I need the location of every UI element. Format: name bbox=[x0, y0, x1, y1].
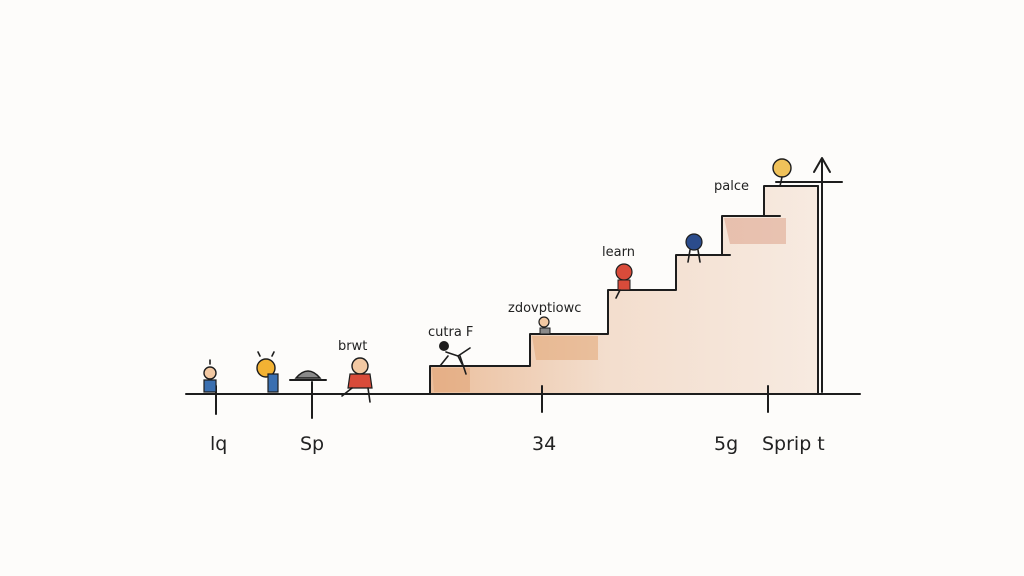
label-step3: learn bbox=[602, 245, 635, 260]
figure-red-sitting bbox=[341, 357, 373, 403]
staircase-shadow-step0 bbox=[432, 368, 470, 392]
vertical-arrow-head bbox=[813, 157, 831, 173]
tick-label-2: Sp bbox=[300, 433, 324, 455]
figure-yellow-lightbulb bbox=[256, 351, 279, 393]
tick-label-4: 5g bbox=[714, 433, 738, 455]
figure-navy-step4 bbox=[685, 233, 703, 263]
tick-label-5: Sprip t bbox=[762, 433, 825, 455]
label-step5: palce bbox=[714, 179, 749, 194]
staircase-outline bbox=[429, 185, 819, 395]
label-ground: brwt bbox=[338, 339, 367, 354]
figure-red-step3 bbox=[615, 263, 633, 299]
label-step2: zdovptiowc bbox=[508, 301, 581, 316]
figure-step2 bbox=[538, 316, 551, 335]
staircase-shadow-step1 bbox=[532, 336, 598, 360]
tick-label-1: lq bbox=[210, 433, 227, 455]
label-step1: cutra F bbox=[428, 325, 473, 340]
figure-helmet bbox=[289, 370, 327, 381]
figure-climber-step1 bbox=[439, 341, 471, 375]
tick-label-3: 34 bbox=[532, 433, 556, 455]
figure-gold-top bbox=[772, 158, 792, 187]
figure-blue bbox=[203, 359, 217, 393]
staircase-shadow-top bbox=[724, 218, 786, 244]
